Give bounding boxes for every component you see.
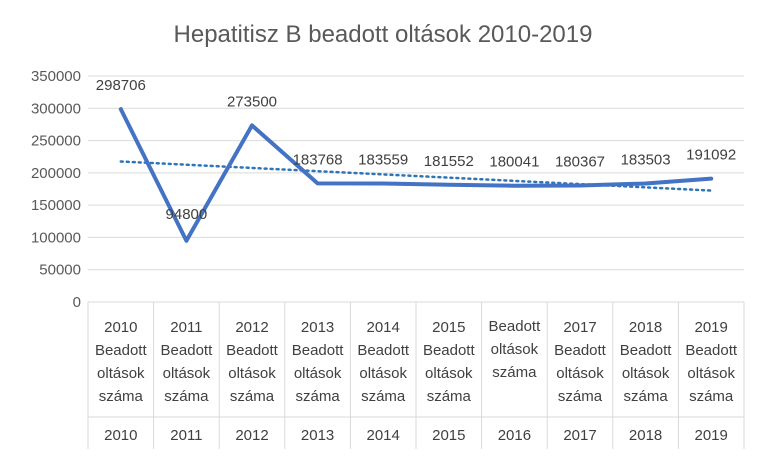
y-tick-label: 250000 — [31, 133, 81, 150]
category-label: száma — [296, 388, 341, 405]
data-label: 191092 — [686, 147, 736, 164]
category-group-label: 2010 — [104, 427, 137, 444]
category-group-label: 2018 — [629, 427, 662, 444]
category-label: száma — [558, 388, 603, 405]
y-tick-label: 350000 — [31, 68, 81, 85]
data-label: 180041 — [489, 154, 539, 171]
data-label: 181552 — [424, 153, 474, 170]
y-tick-label: 50000 — [39, 262, 81, 279]
category-label: oltások — [163, 365, 211, 382]
category-label: száma — [492, 364, 537, 381]
y-tick-label: 300000 — [31, 100, 81, 117]
data-label: 298706 — [96, 77, 146, 94]
category-label: Beadott — [161, 342, 214, 359]
category-group-label: 2011 — [170, 427, 202, 444]
data-label: 94800 — [166, 206, 208, 223]
category-label: 2015 — [432, 319, 465, 336]
series-line-path — [118, 107, 714, 243]
category-label: Beadott — [554, 342, 607, 359]
gridlines — [88, 75, 744, 303]
category-group-label: 2014 — [367, 427, 400, 444]
category-label: száma — [361, 388, 406, 405]
y-axis-ticks: 350000 300000 250000 200000 150000 100000 5000… — [31, 68, 81, 311]
category-label: Beadott — [357, 342, 410, 359]
category-axis-table — [87, 301, 745, 449]
category-label: oltások — [687, 365, 735, 382]
category-label: oltások — [294, 365, 342, 382]
category-label: Beadott — [423, 342, 476, 359]
category-label: oltások — [228, 365, 276, 382]
y-tick-label: 150000 — [31, 197, 81, 214]
category-label: száma — [689, 388, 734, 405]
category-label: Beadott — [226, 342, 279, 359]
category-label: 2011 — [170, 319, 202, 336]
y-tick-label: 200000 — [31, 165, 81, 182]
category-label: 2018 — [629, 319, 662, 336]
category-group-label: 2013 — [301, 427, 334, 444]
category-label: oltások — [425, 365, 473, 382]
category-label: Beadott — [685, 342, 738, 359]
data-labels: 298706 94800 273500 183768 183559 181552 18004… — [96, 77, 736, 223]
data-label: 183503 — [621, 152, 671, 169]
category-label: oltások — [359, 365, 407, 382]
chart-title: Hepatitisz B beadott oltások 2010-2019 — [174, 21, 593, 48]
category-label: száma — [99, 388, 144, 405]
category-group-label: 2012 — [235, 427, 268, 444]
category-label: 2019 — [695, 319, 728, 336]
category-group-label: 2015 — [432, 427, 465, 444]
y-tick-label: 100000 — [31, 229, 81, 246]
category-label: 2017 — [563, 319, 596, 336]
category-label: száma — [164, 388, 209, 405]
category-label: 2013 — [301, 319, 334, 336]
category-label: Beadott — [620, 342, 673, 359]
category-label: oltások — [97, 365, 145, 382]
category-group-label: 2019 — [695, 427, 728, 444]
data-label: 273500 — [227, 93, 277, 110]
category-label: 2010 — [104, 319, 137, 336]
data-label: 183559 — [358, 151, 408, 168]
category-label: száma — [427, 388, 472, 405]
category-label: 2012 — [235, 319, 268, 336]
category-label: oltások — [556, 365, 604, 382]
series-line — [118, 107, 714, 243]
data-label: 180367 — [555, 154, 605, 171]
category-group-label: 2016 — [498, 427, 531, 444]
category-label: Beadott — [489, 318, 542, 335]
category-labels: 2010 Beadott oltások száma 2010 2011 Beadott ol… — [95, 318, 738, 444]
category-label: száma — [624, 388, 669, 405]
category-label: Beadott — [95, 342, 148, 359]
category-label: száma — [230, 388, 275, 405]
category-label: 2014 — [367, 319, 400, 336]
category-group-label: 2017 — [563, 427, 596, 444]
category-label: oltások — [491, 341, 539, 358]
data-label: 183768 — [293, 151, 343, 168]
category-label: oltások — [622, 365, 670, 382]
y-tick-label: 0 — [73, 294, 81, 311]
category-label: Beadott — [292, 342, 345, 359]
